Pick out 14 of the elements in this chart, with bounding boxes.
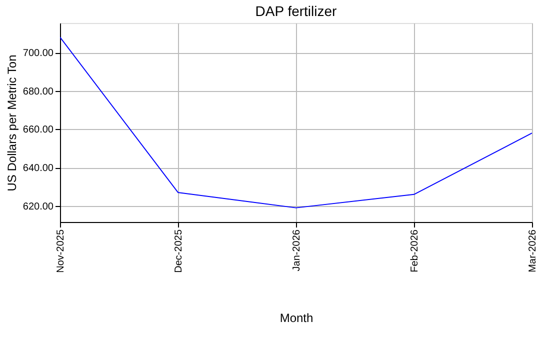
y-axis-title: US Dollars per Metric Ton [4, 54, 19, 192]
x-tick-label: Dec-2025 [174, 229, 184, 273]
y-tick-label: 640.00 [22, 163, 54, 174]
x-tick-label: Nov-2025 [56, 229, 66, 273]
y-tick-label: 680.00 [22, 86, 54, 98]
line-series [60, 36, 532, 208]
x-tick-label: Mar-2026 [528, 229, 538, 272]
x-axis-title: Month [280, 310, 314, 325]
x-tick-label: Jan-2026 [292, 229, 302, 272]
chart-title: DAP fertilizer [255, 3, 338, 19]
y-tick-label: 660.00 [22, 124, 54, 136]
x-tick-label: Feb-2026 [410, 229, 420, 272]
y-tick-label: 620.00 [22, 201, 54, 212]
y-tick-label: 700.00 [22, 48, 54, 60]
